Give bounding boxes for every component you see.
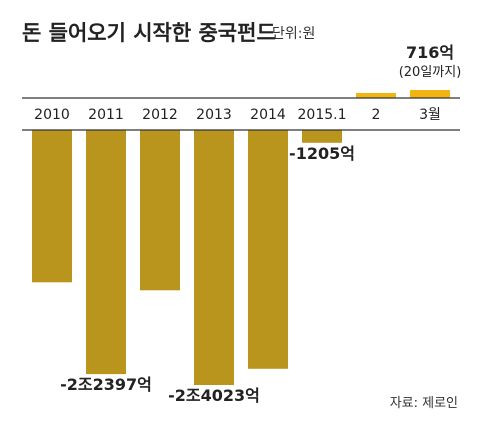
chart-title: 돈 들어오기 시작한 중국펀드 [22,21,276,45]
category-labels: 2010 2011 2012 2013 2014 2015.1 2 3월 [34,107,441,123]
bar-6 [302,130,342,143]
bar-4 [194,130,234,385]
bars [32,90,450,385]
data-label-4-note: (20일까지) [399,65,462,80]
bar-8 [410,90,450,98]
category-label-5: 2014 [250,107,286,123]
category-label-4: 2013 [196,107,232,123]
bar-2 [86,130,126,375]
bar-7 [356,93,396,98]
category-label-1: 2010 [34,107,70,123]
data-label-1: -2조2397억 [60,375,152,394]
category-label-3: 2012 [142,107,178,123]
category-label-7: 2 [372,107,381,123]
source-label: 자료: 제로인 [390,396,458,411]
data-label-2: -2조4023억 [168,386,260,405]
data-label-4: 716억 [406,43,454,62]
unit-label: 단위:원 [272,26,315,42]
bar-5 [248,130,288,369]
category-label-2: 2011 [88,107,124,123]
category-label-6: 2015.1 [298,107,347,123]
category-label-8: 3월 [419,107,441,123]
data-label-3: -1205억 [289,144,355,163]
bar-1 [32,130,72,283]
data-labels: -2조2397억 -2조4023억 -1205억 716억 (20일까지) [60,43,461,405]
bar-3 [140,130,180,291]
